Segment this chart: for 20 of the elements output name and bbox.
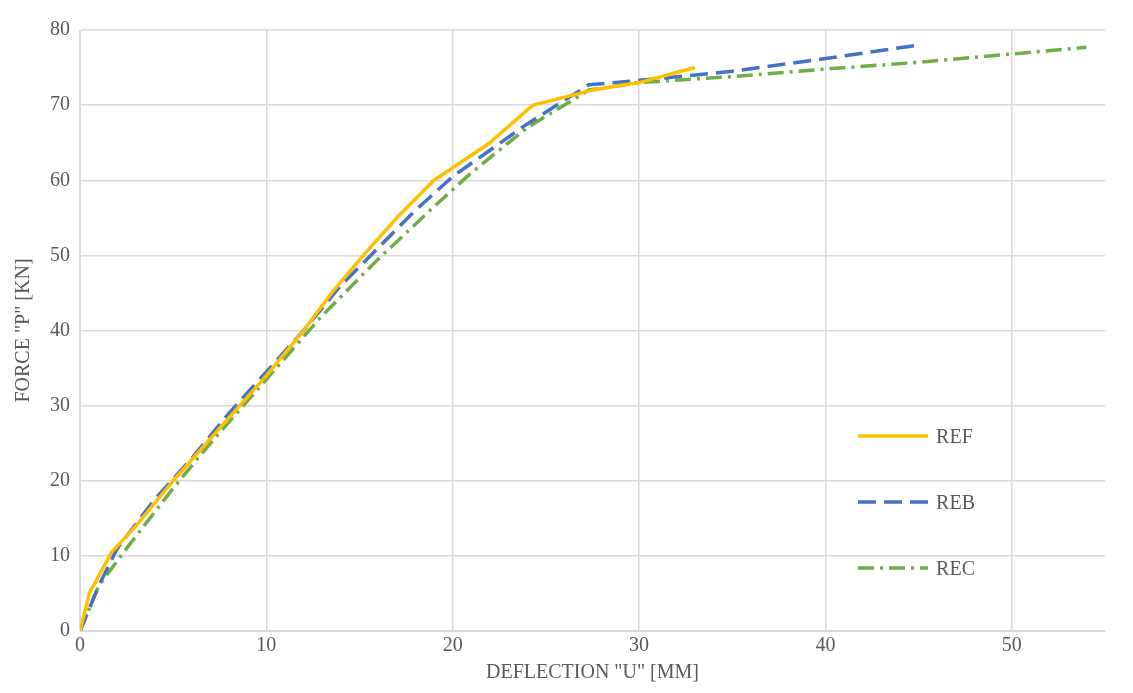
y-tick-label: 50 — [50, 242, 70, 265]
x-tick-label: 20 — [442, 633, 463, 656]
legend-label: REC — [936, 556, 975, 580]
y-axis-title: FORCE "P" [KN] — [11, 258, 34, 403]
y-tick-label: 60 — [50, 167, 70, 190]
x-axis-title: DEFLECTION "U" [MM] — [486, 660, 699, 683]
x-tick-label: 50 — [1001, 633, 1022, 656]
x-tick-label: 0 — [75, 633, 85, 656]
y-tick-label: 0 — [60, 618, 70, 641]
legend-label: REB — [936, 490, 975, 514]
legend-label: REF — [936, 424, 973, 448]
x-tick-label: 10 — [256, 633, 277, 656]
y-tick-label: 80 — [50, 17, 70, 40]
x-tick-label: 40 — [815, 633, 836, 656]
y-tick-label: 30 — [50, 392, 70, 415]
y-tick-label: 20 — [50, 468, 70, 490]
y-tick-label: 40 — [50, 317, 70, 340]
y-tick-label: 10 — [50, 543, 70, 566]
y-tick-label: 70 — [50, 92, 70, 115]
x-tick-label: 30 — [629, 633, 650, 656]
